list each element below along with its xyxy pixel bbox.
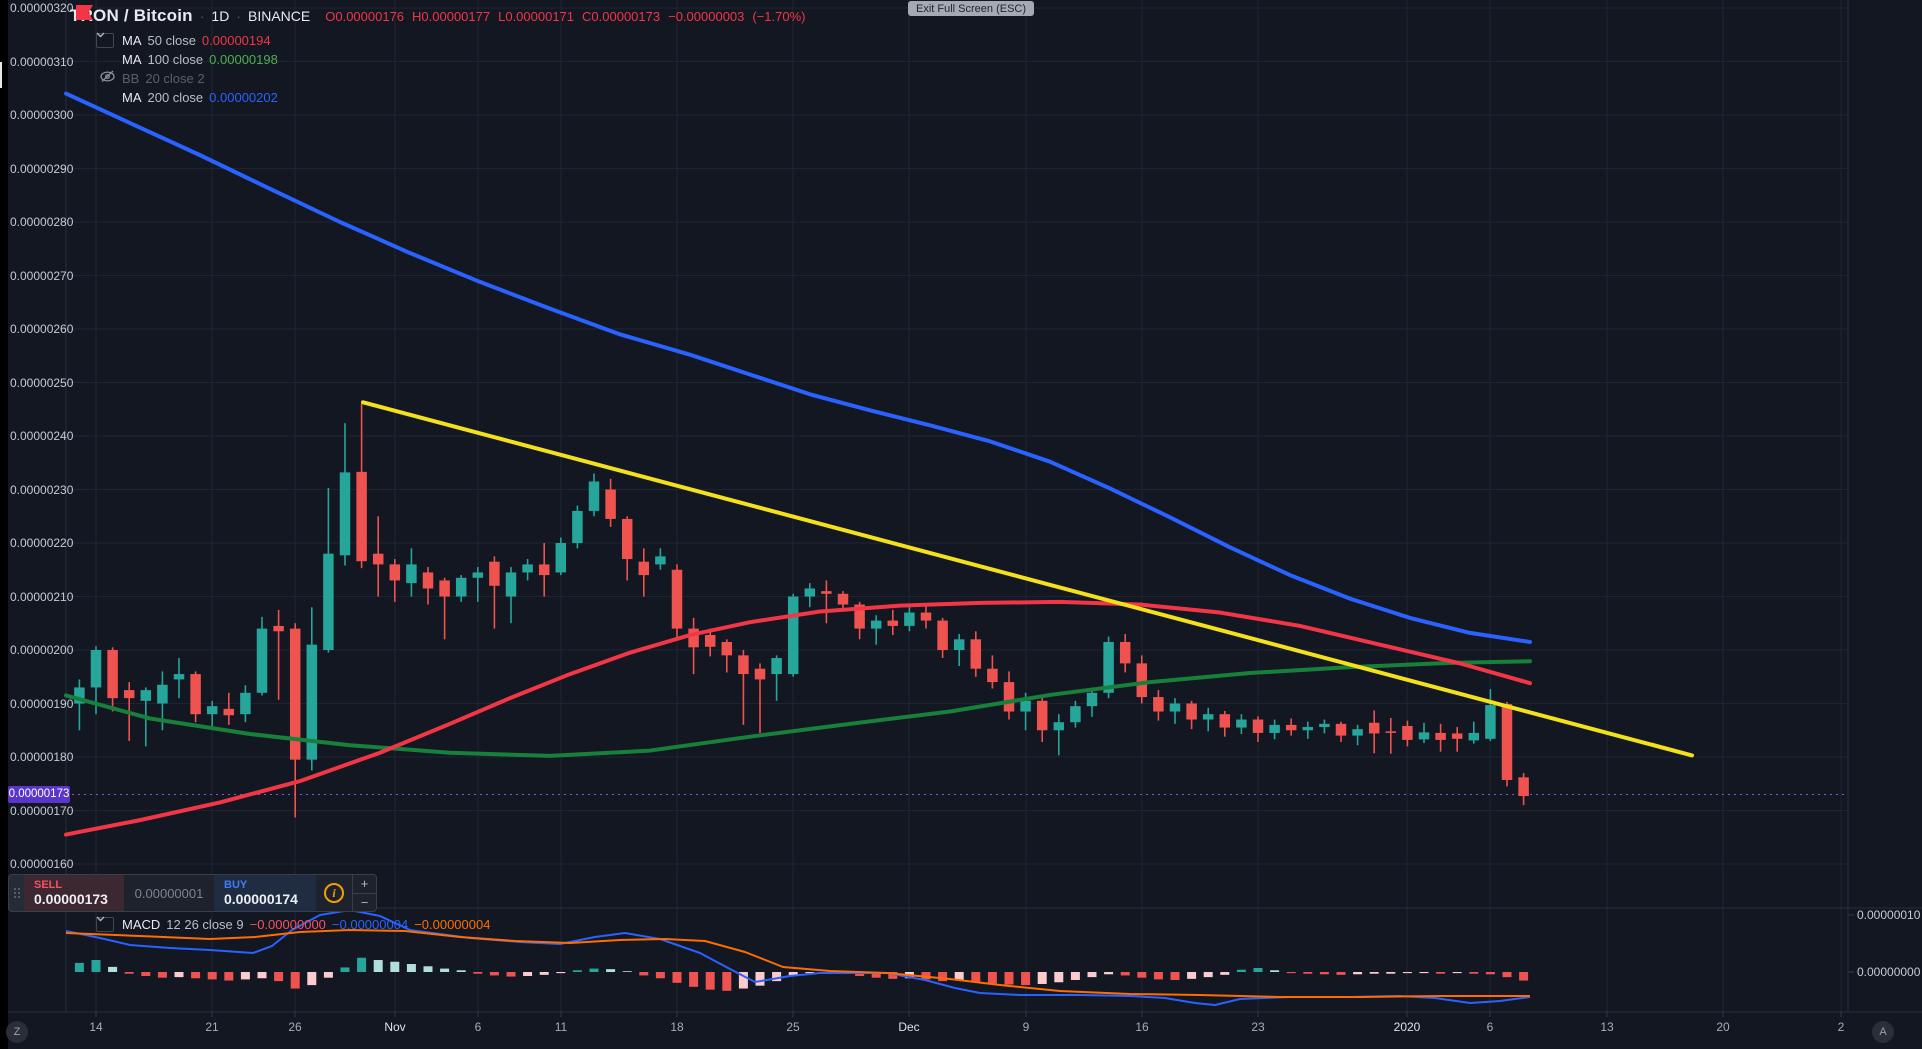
legend-row-1-params: 100 close (147, 52, 204, 67)
price-axis-label: 0.00000290 (10, 161, 74, 176)
buy-label: BUY (224, 879, 248, 891)
trade-panel: SELL 0.00000173 0.00000001 BUY 0.0000017… (8, 874, 377, 912)
macd-signal-value: −0.00000004 (414, 917, 491, 932)
price-axis-label: 0.00000230 (10, 482, 74, 497)
price-axis-label: 0.00000270 (10, 268, 74, 283)
drag-handle[interactable] (9, 875, 24, 911)
price-axis-label: 0.00000170 (10, 803, 74, 818)
quantity-stepper: + − (352, 875, 376, 911)
price-axis-label: 0.00000160 (10, 857, 74, 871)
time-axis-label: 25 (786, 1020, 800, 1034)
buy-price: 0.00000174 (224, 891, 298, 907)
time-axis-label: 21 (205, 1020, 219, 1034)
close-value: C0.00000173 (582, 8, 661, 24)
legend-row-ma100: MA 100 close 0.00000198 (96, 51, 278, 68)
interval-label[interactable]: 1D (211, 8, 230, 24)
price-axis-label: 0.00000320 (10, 1, 74, 15)
price-axis-label: 0.00000220 (10, 536, 74, 550)
legend-row-1-value: 0.00000198 (209, 52, 278, 67)
macd-axis-label: 0.00000000 (1857, 965, 1921, 979)
macd-line-value: −0.00000004 (331, 917, 409, 932)
chevron-down-icon[interactable] (96, 916, 114, 932)
legend-row-ma200: MA 200 close 0.00000202 (96, 89, 278, 106)
legend-row-1-name: MA (122, 52, 142, 67)
symbol-title[interactable]: TRON / Bitcoin (70, 6, 193, 25)
time-axis-label: 6 (1486, 1020, 1494, 1034)
increase-button[interactable]: + (353, 875, 376, 894)
time-axis-label: 26 (288, 1020, 302, 1034)
current-price-label: 0.00000173 (8, 785, 70, 803)
info-icon: i (324, 883, 344, 903)
eye-off-icon[interactable] (99, 70, 116, 83)
time-axis-label: 14 (89, 1020, 103, 1034)
exit-fullscreen-tooltip: Exit Full Screen (ESC) (908, 1, 1034, 16)
price-axis-label: 0.00000210 (10, 589, 74, 604)
price-axis-label: 0.00000200 (10, 643, 74, 657)
price-axis-label: 0.00000260 (10, 322, 74, 336)
legend-row-3-name: MA (122, 90, 142, 105)
macd-hist-value: −0.00000000 (249, 917, 326, 932)
change-value: −0.00000003 (668, 8, 745, 24)
auto-scale-button[interactable]: A (1872, 1021, 1894, 1043)
time-axis-label: 16 (1135, 1020, 1149, 1034)
time-axis-label: 18 (670, 1020, 684, 1034)
price-axis-label: 0.00000240 (10, 429, 74, 443)
price-axis-label: 0.00000250 (10, 375, 74, 390)
decrease-button[interactable]: − (360, 894, 369, 910)
high-value: H0.00000177 (412, 8, 491, 24)
price-axis-label: 0.00000300 (10, 108, 74, 122)
ohlc-readout: O0.00000176 H0.00000177 L0.00000171 C0.0… (325, 9, 805, 24)
symbol-header: TRON / Bitcoin · 1D · BINANCE O0.0000017… (70, 5, 806, 27)
legend-row-3-value: 0.00000202 (209, 90, 278, 105)
time-axis-label: Nov (384, 1020, 406, 1034)
legend-row-2-params: 20 close 2 (145, 71, 205, 86)
time-axis-label: 2020 (1393, 1020, 1421, 1034)
time-axis-label: 11 (554, 1020, 568, 1034)
macd-name: MACD (122, 917, 161, 932)
legend-row-0-params: 50 close (147, 33, 196, 48)
info-button[interactable]: i (316, 875, 352, 911)
sell-button[interactable]: SELL 0.00000173 (24, 875, 124, 911)
spread-value: 0.00000001 (134, 885, 204, 901)
sell-price: 0.00000173 (34, 891, 108, 907)
toolbar-notch (0, 62, 2, 88)
symbol-marker-icon[interactable] (76, 5, 93, 20)
separator-dot: · (199, 8, 205, 24)
open-value: O0.00000176 (325, 8, 405, 24)
low-value: L0.00000171 (498, 8, 575, 24)
macd-axis-label: 0.00000010 (1857, 908, 1921, 922)
price-axis-label: 0.00000180 (10, 750, 74, 764)
time-axis-label: 6 (474, 1020, 482, 1034)
legend-row-2-name: BB (122, 71, 140, 86)
exchange-label: BINANCE (248, 8, 311, 24)
time-axis-label: 9 (1022, 1020, 1030, 1034)
macd-params: 12 26 close 9 (166, 917, 244, 932)
time-axis-label: 13 (1600, 1020, 1614, 1034)
time-axis-label: 2 (1837, 1020, 1845, 1034)
change-pct-value: (−1.70%) (752, 8, 806, 24)
legend-row-bb: BB 20 close 2 (96, 70, 205, 87)
time-axis-label: Dec (898, 1020, 920, 1034)
chevron-down-icon[interactable] (96, 32, 114, 48)
price-axis-label: 0.00000190 (10, 696, 74, 711)
collapsed-toolbar[interactable] (0, 0, 8, 1049)
time-axis-label: 20 (1716, 1020, 1730, 1034)
separator-dot: · (236, 8, 241, 24)
macd-legend-row: MACD 12 26 close 9 −0.00000000 −0.000000… (96, 916, 490, 933)
legend-row-0-name: MA (122, 33, 142, 48)
timezone-button[interactable]: Z (6, 1021, 28, 1043)
price-axis-label: 0.00000310 (10, 54, 74, 69)
legend-row-3-params: 200 close (147, 90, 204, 105)
legend-row-0-value: 0.00000194 (201, 33, 271, 48)
price-axis-label: 0.00000280 (10, 215, 74, 229)
buy-button[interactable]: BUY 0.00000174 (214, 875, 316, 911)
legend-row-ma50: MA 50 close 0.00000194 (96, 32, 271, 49)
sell-label: SELL (34, 879, 63, 891)
time-axis-label: 23 (1251, 1020, 1265, 1034)
